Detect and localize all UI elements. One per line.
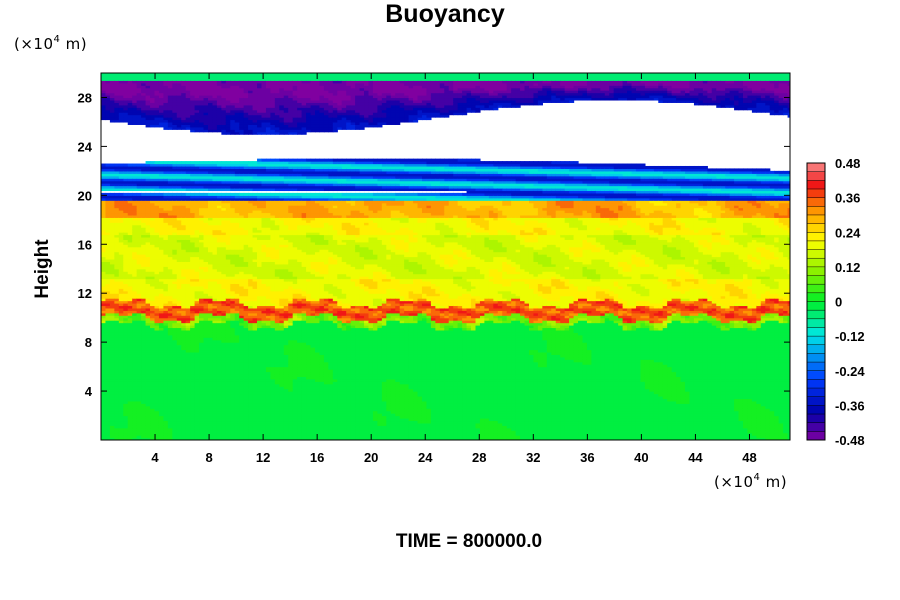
colorbar-level xyxy=(807,163,825,172)
colorbar-level xyxy=(807,319,825,328)
y-tick-label: 12 xyxy=(78,286,92,301)
x-tick-label: 4 xyxy=(151,450,159,465)
colorbar-tick-label: -0.24 xyxy=(835,364,865,379)
colorbar-level xyxy=(807,353,825,362)
colorbar-level xyxy=(807,327,825,336)
colorbar-tick-label: -0.12 xyxy=(835,329,865,344)
x-tick-label: 40 xyxy=(634,450,648,465)
colorbar-level xyxy=(807,276,825,285)
colorbar-level xyxy=(807,250,825,259)
colorbar-level xyxy=(807,310,825,319)
x-tick-label: 48 xyxy=(742,450,756,465)
buoyancy-field xyxy=(101,71,793,441)
y-tick-label: 8 xyxy=(85,335,92,350)
colorbar-level xyxy=(807,189,825,198)
x-tick-label: 20 xyxy=(364,450,378,465)
x-tick-label: 24 xyxy=(418,450,433,465)
colorbar-tick-label: 0.36 xyxy=(835,191,860,206)
colorbar-tick-label: 0.48 xyxy=(835,156,860,171)
colorbar-level xyxy=(807,224,825,233)
colorbar-level xyxy=(807,379,825,388)
colorbar-tick-label: 0.24 xyxy=(835,225,861,240)
y-tick-label: 28 xyxy=(78,90,92,105)
colorbar-level xyxy=(807,232,825,241)
colorbar: 0.48 0.36 0.24 0.12 0 -0.12 -0.24 -0.36 -0.48 xyxy=(807,156,865,448)
colorbar-tick-label: 0.12 xyxy=(835,260,860,275)
y-tick-label: 20 xyxy=(78,188,92,203)
colorbar-level xyxy=(807,405,825,414)
colorbar-level xyxy=(807,302,825,311)
y-tick-label: 24 xyxy=(78,139,93,154)
colorbar-level xyxy=(807,284,825,293)
x-unit-suffix: m) xyxy=(760,473,787,491)
colorbar-level xyxy=(807,371,825,380)
colorbar-level xyxy=(807,258,825,267)
colorbar-level xyxy=(807,362,825,371)
colorbar-tick-label: -0.48 xyxy=(835,433,865,448)
y-tick-label: 4 xyxy=(85,384,93,399)
colorbar-level xyxy=(807,293,825,302)
colorbar-level xyxy=(807,198,825,207)
colorbar-level xyxy=(807,423,825,432)
colorbar-level xyxy=(807,172,825,181)
time-label: TIME = 800000.0 xyxy=(0,531,900,553)
colorbar-level xyxy=(807,215,825,224)
y-tick-label: 16 xyxy=(78,237,92,252)
colorbar-level xyxy=(807,414,825,423)
colorbar-tick-label: -0.36 xyxy=(835,398,865,413)
x-tick-label: 8 xyxy=(205,450,212,465)
colorbar-level xyxy=(807,180,825,189)
colorbar-level xyxy=(807,336,825,345)
colorbar-level xyxy=(807,345,825,354)
x-axis-unit: (×104 m) xyxy=(714,472,787,491)
x-tick-label: 16 xyxy=(310,450,324,465)
colorbar-level xyxy=(807,241,825,250)
x-tick-label: 28 xyxy=(472,450,486,465)
colorbar-level xyxy=(807,206,825,215)
x-tick-label: 44 xyxy=(688,450,703,465)
x-tick-label: 32 xyxy=(526,450,540,465)
colorbar-tick-label: 0 xyxy=(835,295,842,310)
colorbar-level xyxy=(807,388,825,397)
x-tick-label: 36 xyxy=(580,450,594,465)
colorbar-level xyxy=(807,397,825,406)
x-unit-prefix: (×10 xyxy=(714,473,754,491)
colorbar-level xyxy=(807,267,825,276)
colorbar-level xyxy=(807,431,825,440)
x-tick-label: 12 xyxy=(256,450,270,465)
